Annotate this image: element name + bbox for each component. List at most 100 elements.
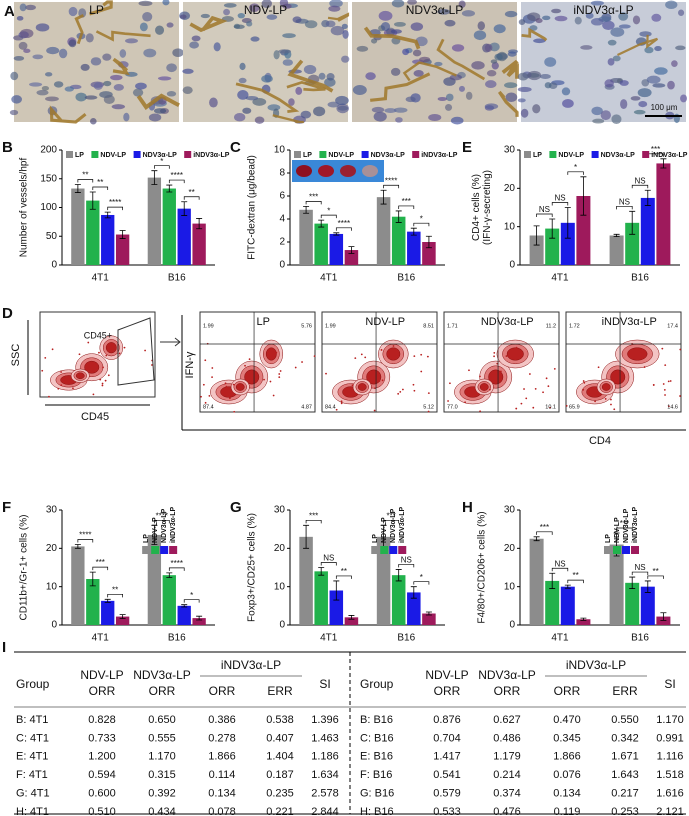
table-header: SI	[319, 677, 330, 691]
nucleus	[154, 108, 167, 114]
legend-swatch	[642, 151, 650, 158]
event-dot	[652, 383, 655, 386]
legend-swatch	[184, 151, 192, 158]
density-contour	[265, 347, 277, 361]
nucleus	[53, 81, 64, 88]
density-contour	[105, 342, 117, 354]
event-dot	[493, 351, 496, 354]
table-cell: C: B16	[360, 732, 394, 744]
bar	[162, 575, 176, 625]
significance-bracket	[383, 184, 400, 189]
gate-label: CD45+	[84, 330, 112, 340]
vessel	[49, 105, 87, 124]
x-tick-label: B16	[168, 633, 186, 644]
significance-label: ***	[96, 558, 105, 567]
significance-bracket	[536, 213, 553, 217]
bar	[101, 214, 115, 265]
nucleus	[239, 62, 246, 71]
legend-swatch	[622, 546, 630, 554]
event-dot	[493, 355, 495, 358]
y-tick-label: 0	[509, 260, 515, 271]
nucleus	[517, 86, 532, 93]
nucleus	[667, 80, 675, 90]
nucleus	[282, 3, 292, 9]
nucleus	[618, 12, 629, 21]
table-header: ORR	[434, 684, 461, 698]
nucleus	[282, 33, 296, 39]
nucleus	[324, 77, 336, 87]
legend-label: LP	[372, 534, 379, 543]
table-cell: 1.634	[311, 769, 339, 781]
bar	[314, 571, 328, 625]
event-dot	[244, 364, 246, 367]
event-dot	[426, 355, 429, 358]
table-cell: 1.518	[656, 769, 684, 781]
nucleus	[16, 15, 24, 21]
significance-label: ***	[309, 192, 318, 201]
nucleus	[90, 118, 97, 125]
bar	[71, 188, 85, 265]
nucleus	[103, 94, 115, 104]
table-cell: 0.221	[266, 806, 294, 816]
nucleus	[148, 113, 162, 122]
nucleus	[620, 99, 628, 110]
nucleus	[590, 17, 604, 26]
x-tick-label: 4T1	[92, 633, 110, 644]
legend-swatch	[549, 151, 557, 158]
y-tick-label: 30	[504, 505, 516, 516]
nucleus	[486, 70, 497, 77]
image-bg	[352, 2, 517, 122]
event-dot	[340, 400, 343, 403]
legend-label: iNDV3α-LP	[651, 152, 688, 159]
table-cell: 0.828	[88, 714, 116, 726]
vessel	[370, 72, 431, 102]
significance-label: ****	[338, 219, 350, 228]
table-cell: 0.217	[611, 788, 639, 800]
nucleus	[585, 12, 594, 19]
nucleus	[157, 76, 172, 81]
event-dot	[399, 390, 402, 393]
significance-label: ****	[156, 511, 168, 520]
table-cell: 0.550	[611, 714, 639, 726]
significance-label: **	[97, 178, 103, 187]
nucleus	[391, 0, 405, 8]
nucleus	[458, 0, 466, 8]
significance-label: ***	[620, 519, 629, 528]
nucleus	[527, 70, 542, 81]
nucleus	[477, 21, 486, 31]
significance-label: **	[341, 567, 347, 576]
bead	[318, 165, 334, 177]
significance-bracket	[168, 567, 185, 571]
table-header: NDV-LP	[425, 668, 468, 682]
significance-label: ****	[171, 559, 183, 568]
significance-bracket	[616, 205, 633, 210]
event-dot	[335, 408, 338, 411]
error-bar	[181, 604, 188, 608]
significance-label: *	[420, 214, 423, 223]
table-cell: 1.186	[311, 751, 339, 763]
event-dot	[553, 367, 556, 370]
nucleus	[200, 13, 210, 19]
event-dot	[669, 380, 672, 382]
significance-bracket	[536, 531, 553, 535]
event-dot	[447, 400, 449, 402]
nucleus	[295, 86, 303, 95]
nucleus	[437, 8, 451, 15]
error-bar	[318, 219, 325, 228]
y-axis-label: F4/80+/CD206+ cells (%)	[477, 511, 488, 623]
panel-label: A	[4, 3, 15, 20]
table-cell: 0.541	[433, 769, 461, 781]
nucleus	[551, 8, 562, 14]
bar	[545, 228, 560, 265]
nucleus	[610, 27, 625, 37]
error-bar	[410, 586, 417, 599]
panel-label: I	[2, 639, 6, 656]
significance-label: *	[420, 573, 423, 582]
event-dot	[604, 398, 607, 400]
table-cell: 1.170	[656, 714, 684, 726]
bar	[115, 616, 130, 625]
event-dot	[263, 378, 265, 381]
nucleus	[41, 85, 50, 91]
significance-label: ****	[171, 171, 183, 180]
event-dot	[374, 387, 376, 390]
